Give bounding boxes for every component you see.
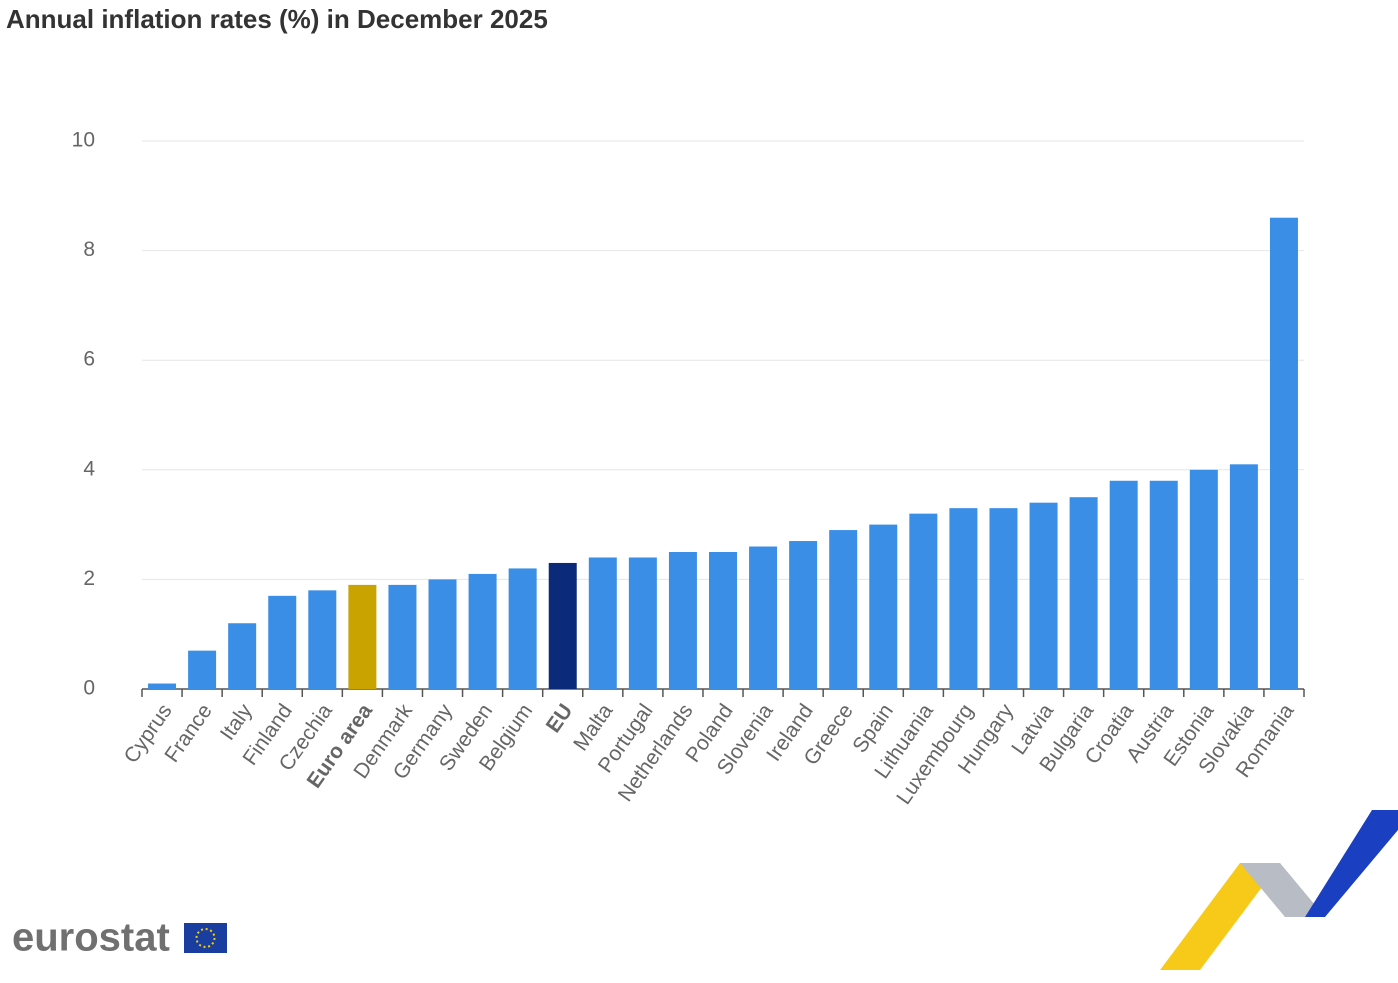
bar [308,590,337,689]
decoration [1160,810,1398,970]
bar [468,573,497,689]
bar [749,546,778,689]
logo-text: eurostat [12,916,170,960]
bar [789,541,818,689]
bar [388,584,417,689]
bar [588,557,617,689]
bar [1069,497,1098,689]
bar [1229,464,1258,689]
bar [1189,469,1218,689]
bar [428,579,457,689]
bar [148,683,177,689]
bar [268,595,297,689]
bar [1029,502,1058,689]
bar [989,508,1018,689]
y-tick-label: 0 [83,677,95,700]
bar [1149,480,1178,689]
eu-flag [184,923,227,953]
bar [628,557,657,689]
y-tick-label: 10 [72,129,95,152]
x-tick-label: EU [542,700,578,737]
y-tick-label: 4 [83,457,95,480]
chart-title: Annual inflation rates (%) in December 2… [6,4,548,34]
bar [508,568,537,689]
bar [1109,480,1138,689]
y-tick-label: 8 [83,238,95,261]
bar [228,623,257,689]
bar [348,584,377,689]
bar [668,552,697,689]
bar [869,524,898,689]
bar [949,508,978,689]
y-tick-label: 2 [83,567,95,590]
bar [548,562,577,689]
bar [188,650,217,689]
bar [909,513,938,689]
bar [829,530,858,689]
y-tick-label: 6 [83,348,95,371]
bar [1269,217,1298,689]
bar [709,552,737,689]
